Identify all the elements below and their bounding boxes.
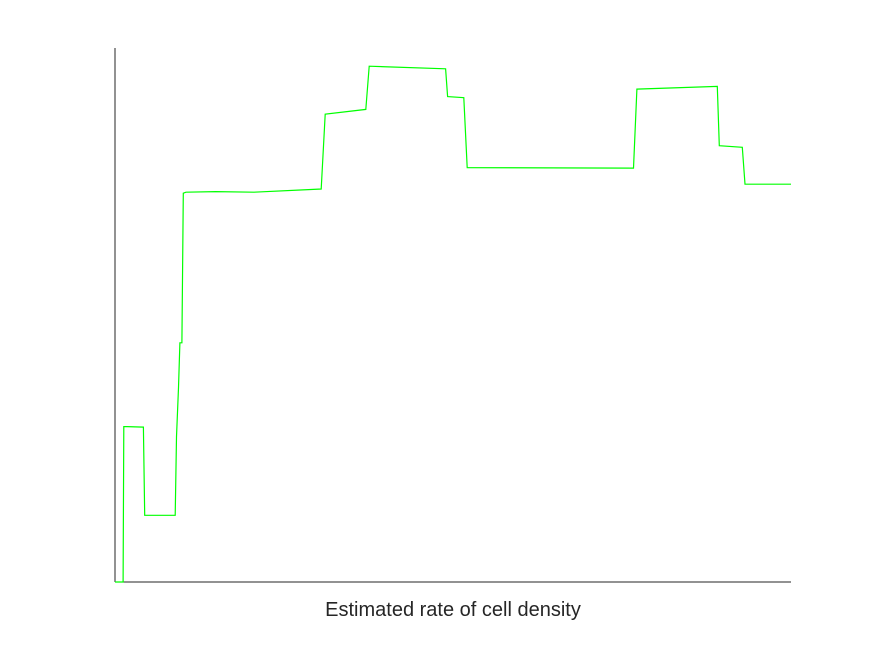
series-line-1 — [115, 65, 791, 583]
x-axis-label: Estimated rate of cell density — [325, 599, 581, 621]
series-layer — [115, 65, 791, 583]
plot-area — [114, 48, 791, 583]
